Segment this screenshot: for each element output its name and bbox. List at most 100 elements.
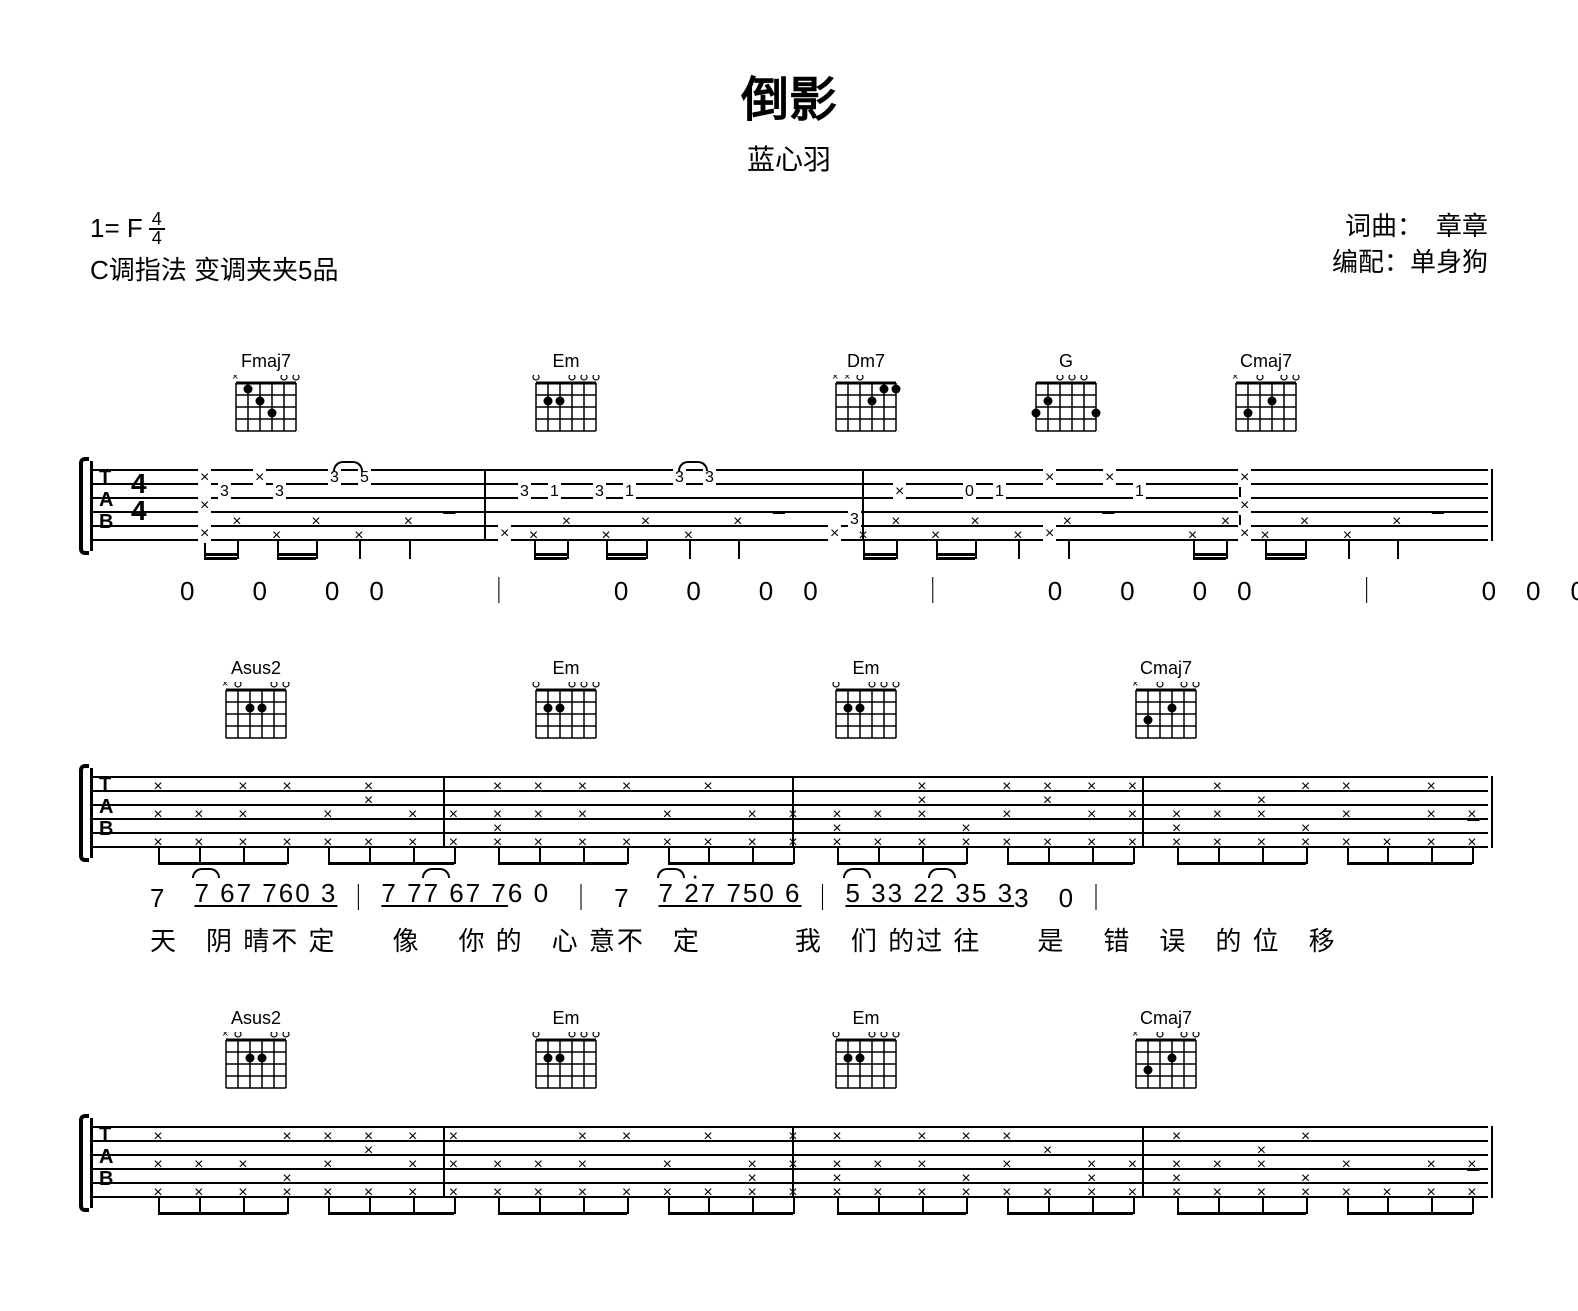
beam	[204, 557, 237, 560]
chord-diagram-em: Em	[530, 1008, 602, 1099]
fret-number: 3	[518, 483, 531, 501]
note-stem	[567, 541, 569, 559]
chord-name: Cmaj7	[1130, 658, 1202, 679]
fret-number: 3	[848, 511, 861, 529]
staff-lines	[93, 469, 1488, 541]
note-stem	[1133, 1198, 1135, 1214]
strum-mark: ×	[1002, 778, 1011, 796]
strum-mark: ×	[1213, 806, 1222, 824]
credit-lyrics: 词曲： 章章	[1332, 208, 1488, 244]
note-stem	[793, 1198, 795, 1214]
beam	[863, 557, 896, 560]
fret-number: ×	[198, 525, 211, 543]
tab-label: TAB	[99, 467, 113, 533]
chord-diagram-cmaj7: Cmaj7×	[1230, 351, 1302, 442]
beam	[936, 557, 976, 560]
svg-text:×: ×	[844, 375, 850, 383]
rest-mark: –	[1467, 1156, 1479, 1182]
note-stem	[689, 541, 691, 559]
chord-name: Asus2	[220, 1008, 292, 1029]
strum-mark: ×	[323, 806, 332, 824]
numbered-notation-1: 0 0 0 0｜0 0 0 0｜0 0 0 0｜0 0 0 0｜	[90, 571, 1488, 608]
svg-text:×: ×	[222, 1032, 228, 1040]
tie-arc	[678, 461, 708, 471]
strum-mark: ×	[238, 778, 247, 796]
numbered-notation: 7 7 6 7 7 6 0 3｜7 7 7 6 7 7 6 0｜7 7 2 7 …	[90, 878, 1488, 915]
note-stem	[454, 848, 456, 864]
beam	[668, 1212, 794, 1215]
strum-mark: ×	[1002, 1128, 1011, 1146]
fret-number: ×	[498, 525, 511, 543]
tab-label: TAB	[99, 774, 113, 840]
beam	[204, 553, 237, 556]
staff-bracket	[79, 1114, 89, 1212]
strum-mark: ×	[1087, 778, 1096, 796]
fret-number: 3	[593, 483, 606, 501]
strum-mark: ×	[323, 1156, 332, 1174]
note-stem	[237, 541, 239, 559]
chord-name: Cmaj7	[1130, 1008, 1202, 1029]
note-stem	[409, 541, 411, 559]
strum-mark: ×	[449, 806, 458, 824]
note-stem	[1226, 541, 1228, 559]
note-stem	[359, 541, 361, 559]
strum-mark: ×	[578, 1156, 587, 1174]
strum-mark: ×	[1426, 778, 1435, 796]
beam	[1177, 862, 1306, 865]
tab-label: TAB	[99, 1124, 113, 1190]
strum-mark: ×	[1087, 806, 1096, 824]
fret-number: ×	[198, 469, 211, 487]
beam	[837, 862, 966, 865]
strum-mark: ×	[1043, 1142, 1052, 1160]
note-stem	[287, 1198, 289, 1214]
strum-mark: ×	[408, 1156, 417, 1174]
note-stem	[1472, 848, 1474, 864]
system-3: Asus2×EmEmCmaj7× TAB ×××××××××××××××××××…	[90, 1008, 1488, 1208]
beam	[837, 1212, 966, 1215]
strum-mark: ×	[1426, 806, 1435, 824]
barline	[1491, 776, 1493, 848]
note-stem	[1348, 541, 1350, 559]
chord-diagram-dm7: Dm7××	[830, 351, 902, 442]
rest-mark: –	[1432, 499, 1444, 525]
rest-mark: –	[773, 499, 785, 525]
chord-diagram-cmaj7: Cmaj7×	[1130, 1008, 1202, 1099]
note-stem	[1306, 1198, 1308, 1214]
strum-mark: ×	[1043, 792, 1052, 810]
system-2: Asus2×EmEmCmaj7× TAB ×××××××××××××××××××…	[90, 658, 1488, 958]
beam	[1193, 553, 1226, 556]
strum-mark: ×	[917, 806, 926, 824]
strum-mark: ×	[449, 1128, 458, 1146]
strum-mark: ×	[282, 1128, 291, 1146]
fret-number: 3	[328, 469, 341, 487]
fret-number: ×	[1238, 497, 1251, 515]
strum-mark: ×	[1426, 1156, 1435, 1174]
strum-mark: ×	[1172, 1128, 1181, 1146]
lyrics-segment: 天 阴 晴不 定 像	[150, 921, 420, 958]
strum-mark: ×	[703, 778, 712, 796]
fret-number: 3	[218, 483, 231, 501]
strum-mark: ×	[1002, 806, 1011, 824]
chord-diagram-em: Em	[530, 658, 602, 749]
beam	[668, 862, 794, 865]
strum-mark: ×	[404, 513, 413, 531]
strum-mark: ×	[562, 513, 571, 531]
strum-mark: ×	[788, 1156, 797, 1174]
fret-number: 1	[1133, 483, 1146, 501]
fret-number: 5	[358, 469, 371, 487]
chord-diagram-fmaj7: Fmaj7×	[230, 351, 302, 442]
note-stem	[896, 541, 898, 559]
note-stem	[975, 541, 977, 559]
note-stem	[738, 541, 740, 559]
beam	[328, 862, 454, 865]
beam	[277, 553, 317, 556]
chord-row-2: Asus2×EmEmCmaj7×	[90, 658, 1488, 768]
beam	[158, 862, 287, 865]
strum-mark: ×	[578, 1128, 587, 1146]
barline	[443, 776, 445, 848]
song-title: 倒影	[0, 60, 1578, 130]
tsig-bot: 4	[149, 230, 165, 247]
chord-name: G	[1030, 351, 1102, 372]
fret-number: ×	[893, 483, 906, 501]
strum-mark: ×	[238, 806, 247, 824]
